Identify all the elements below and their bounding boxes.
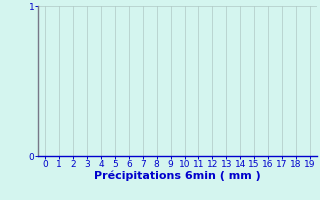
X-axis label: Précipitations 6min ( mm ): Précipitations 6min ( mm ) [94, 171, 261, 181]
